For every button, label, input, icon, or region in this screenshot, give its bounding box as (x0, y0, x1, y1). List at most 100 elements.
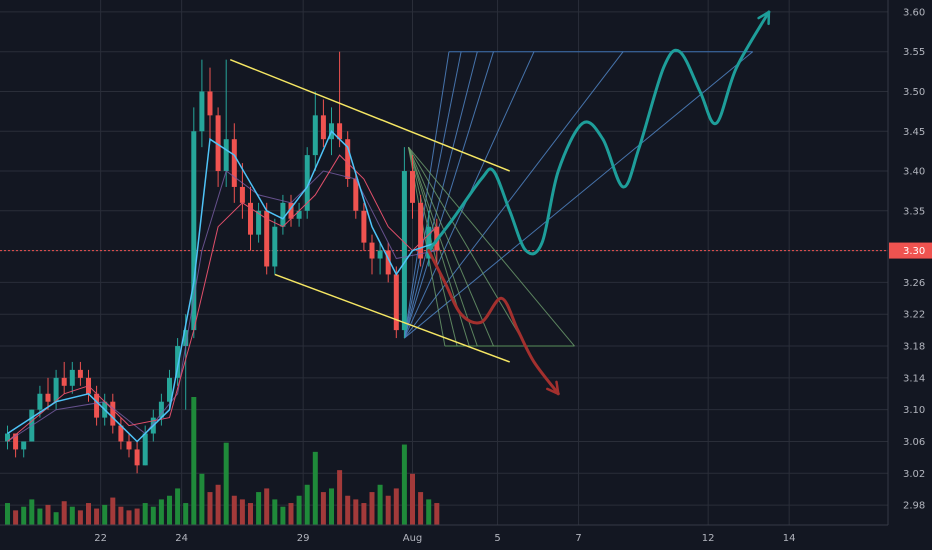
candle-body (53, 377, 59, 402)
volume-bar (377, 484, 383, 525)
fan-ray-upper (404, 51, 624, 339)
candle-body (231, 139, 237, 187)
price-tick-label: 3.26 (903, 278, 925, 289)
descending-channel (229, 58, 510, 363)
price-tick-label: 3.50 (903, 87, 925, 98)
forecast-paths (427, 10, 771, 396)
candle-body (110, 401, 116, 426)
candle-body (248, 202, 253, 235)
volume-bar (110, 497, 116, 525)
volume-bar (280, 506, 286, 525)
volume-bar (183, 503, 189, 525)
time-tick-label: 24 (175, 533, 188, 544)
volume-bar (256, 492, 262, 525)
current-price-tag-box (889, 242, 932, 259)
volume-bars (5, 397, 440, 525)
time-tick-label: 7 (575, 533, 581, 544)
candle-body (69, 369, 75, 386)
fan-ray-lower (408, 146, 527, 347)
volume-bar (337, 470, 343, 525)
volume-bar (102, 504, 108, 525)
fan-ray-lower (408, 146, 575, 347)
volume-bar (53, 512, 59, 525)
volume-bar (215, 484, 221, 525)
candle-body (118, 425, 124, 442)
candle-body (37, 393, 43, 410)
price-axis-background (888, 0, 932, 550)
volume-bar (329, 488, 334, 525)
channel-lower-line (274, 273, 510, 363)
volume-bar (142, 503, 148, 525)
candle-body (353, 178, 359, 211)
volume-bar (37, 508, 43, 525)
price-tick-label: 3.40 (903, 167, 925, 178)
volume-bar (248, 503, 253, 525)
candle-body (207, 91, 213, 116)
volume-bar (434, 503, 440, 525)
volume-bar (175, 488, 181, 525)
candle-body (142, 433, 148, 466)
volume-bar (264, 488, 270, 525)
forecast-up-arrowhead (757, 10, 771, 26)
volume-bar (426, 499, 432, 525)
fan-ray-lower (407, 146, 478, 347)
candle-body (426, 226, 432, 259)
candle-body (337, 123, 343, 140)
candle-body (191, 131, 197, 331)
volume-bar (86, 503, 91, 525)
volume-bar (320, 492, 326, 525)
volume-bar (94, 508, 100, 525)
candle-body (264, 210, 270, 267)
candle-body (393, 274, 399, 331)
volume-bar (118, 506, 124, 525)
moving-averages (7, 130, 438, 443)
time-tick-label: 22 (94, 533, 107, 544)
volume-bar (410, 473, 415, 525)
candle-body (175, 346, 181, 378)
channel-upper-line (229, 58, 510, 172)
fan-ray-lower (407, 146, 494, 347)
candle-body (126, 441, 132, 450)
volume-bar (191, 397, 197, 525)
price-tick-label: 2.98 (903, 501, 925, 512)
price-tick-label: 3.60 (903, 7, 925, 18)
volume-bar (126, 510, 132, 525)
price-tick-label: 3.45 (903, 127, 925, 138)
candle-body (77, 369, 83, 378)
volume-bar (21, 506, 27, 525)
volume-bar (5, 503, 10, 525)
volume-bar (239, 499, 245, 525)
time-tick-label: 12 (702, 533, 715, 544)
moving-average-fast (7, 130, 438, 443)
current-price-tag-label: 3.30 (903, 246, 925, 257)
volume-bar (272, 499, 278, 525)
time-tick-label: 5 (494, 533, 500, 544)
time-tick-label: Aug (403, 533, 423, 544)
volume-bar (345, 495, 351, 525)
candle-body (61, 377, 67, 386)
volume-bar (150, 506, 156, 525)
time-axis[interactable]: 22 24 29 Aug 5 7 12 14 (94, 533, 795, 544)
candle-body (377, 250, 383, 259)
volume-bar (369, 492, 375, 525)
volume-bar (393, 488, 399, 525)
candle-body (239, 186, 245, 203)
volume-bar (418, 492, 424, 525)
price-tick-label: 3.22 (903, 310, 925, 321)
candle-body (280, 202, 286, 227)
volume-bar (134, 508, 140, 525)
candle-body (94, 393, 100, 418)
candle-body (223, 139, 229, 172)
candle-body (410, 171, 415, 203)
candle-body (183, 330, 189, 347)
volume-bar (77, 510, 83, 525)
volume-bar (401, 444, 407, 525)
price-tick-label: 3.10 (903, 405, 925, 416)
candle-body (21, 441, 27, 450)
candle-body (13, 433, 19, 450)
volume-bar (167, 495, 172, 525)
candle-body (272, 226, 278, 267)
volume-bar (304, 484, 310, 525)
